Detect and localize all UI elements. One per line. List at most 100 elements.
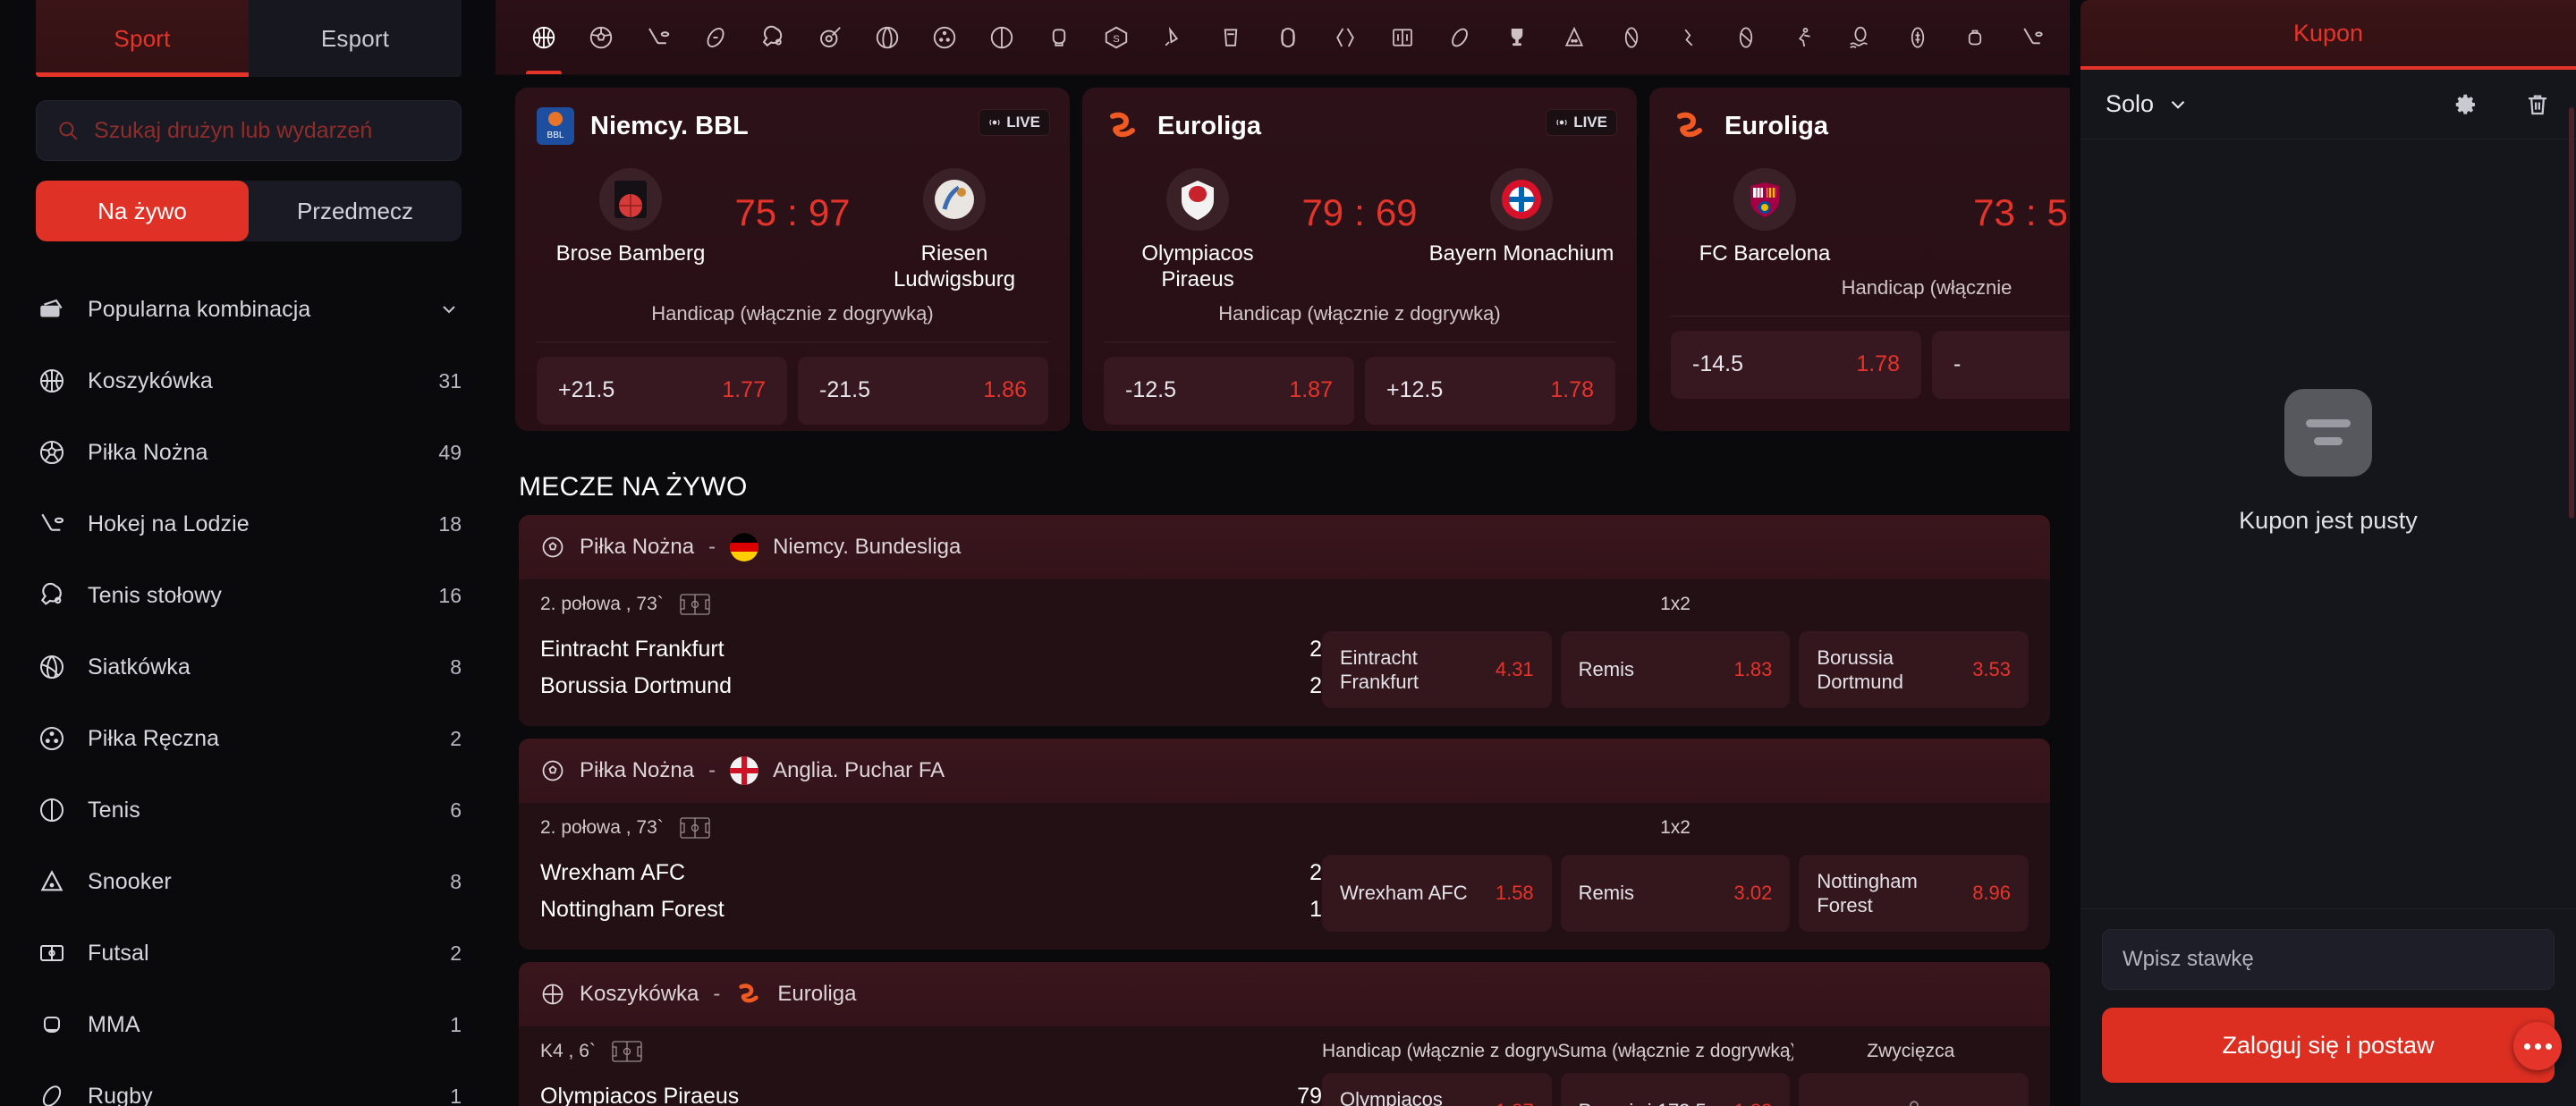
empty-slip-icon <box>2284 388 2372 477</box>
sportbar-tennis-icon[interactable] <box>973 0 1030 74</box>
sidebar-item-basketball[interactable]: Koszykówka 31 <box>36 345 462 417</box>
sportbar-futsal-icon[interactable] <box>1202 0 1259 74</box>
sportbar-cricket-icon[interactable] <box>1546 0 1603 74</box>
gear-icon[interactable] <box>2453 91 2479 118</box>
search-box[interactable] <box>36 100 462 161</box>
odd-value: 3.53 <box>1972 658 2012 680</box>
sportbar-darts-icon[interactable] <box>801 0 859 74</box>
sidebar-item-snooker-count: 8 <box>450 869 462 893</box>
sidebar-item-tennis[interactable]: Tenis 6 <box>36 774 462 846</box>
sportbar-boxing-icon[interactable] <box>1030 0 1088 74</box>
sidebar-nav: Popularna kombinacja Koszykówka 31 Piłka… <box>36 274 462 1106</box>
separator: - <box>708 758 716 782</box>
odd-button[interactable]: -21.5 1.86 <box>798 356 1048 425</box>
tab-esport[interactable]: Esport <box>249 0 462 77</box>
odd-button[interactable]: Wrexham AFC 1.58 <box>1322 855 1552 932</box>
match-league-label: Niemcy. Bundesliga <box>773 535 962 559</box>
sportbar-football-icon[interactable] <box>687 0 744 74</box>
odd-button[interactable]: Olympiacos Piraeus (-12.5) 1.87 <box>1322 1073 1552 1106</box>
sportbar-rugby-icon[interactable] <box>1431 0 1488 74</box>
sidebar-item-mma[interactable]: MMA 1 <box>36 989 462 1060</box>
odd-button-locked <box>1799 1073 2029 1106</box>
sportbar-snooker-icon[interactable]: S <box>1088 0 1145 74</box>
odd-button[interactable]: -12.5 1.87 <box>1104 356 1354 425</box>
sportbar-basketball-icon[interactable] <box>515 0 572 74</box>
sidebar-item-snooker[interactable]: Snooker 8 <box>36 846 462 917</box>
sidebar-item-mma-label: MMA <box>88 1011 140 1037</box>
match-markets: Handicap (włącznie z dogrywką) Suma (włą… <box>1322 1041 2029 1106</box>
sportbar-swimming-icon[interactable] <box>1832 0 1889 74</box>
stake-field[interactable] <box>2102 929 2555 990</box>
pitch-icon[interactable] <box>680 594 710 615</box>
sidebar-item-popular[interactable]: Popularna kombinacja <box>36 274 462 345</box>
odd-button[interactable]: Remis 1.83 <box>1560 631 1791 708</box>
sportbar-field-hockey-icon[interactable] <box>2004 0 2061 74</box>
match-header[interactable]: Piłka Nożna - Anglia. Puchar FA <box>519 739 2050 803</box>
odd-key: Eintracht Frankfurt <box>1340 646 1419 694</box>
live-card[interactable]: Euroliga FC Barcelona 73 : 5 Handicap (w… <box>1649 88 2070 431</box>
chevron-down-icon[interactable] <box>2166 93 2190 116</box>
odd-button[interactable]: Borussia Dortmund 3.53 <box>1799 631 2029 708</box>
sidebar-item-rugby[interactable]: Rugby 1 <box>36 1060 462 1106</box>
odd-button[interactable]: Powyżej 173.5 1.83 <box>1560 1073 1791 1106</box>
away-score: 2 <box>1309 672 1322 698</box>
match-status: K4 , 6` <box>540 1041 1322 1062</box>
sportbar-athletics-icon[interactable] <box>1775 0 1832 74</box>
chevron-down-icon[interactable] <box>436 297 462 322</box>
sidebar-item-futsal[interactable]: Futsal 2 <box>36 917 462 989</box>
odd-button[interactable]: +21.5 1.77 <box>537 356 787 425</box>
match-header[interactable]: Koszykówka - Euroliga <box>519 962 2050 1026</box>
sportbar-volleyball-icon[interactable] <box>859 0 916 74</box>
sportbar-mma-icon[interactable] <box>1317 0 1374 74</box>
segment-live[interactable]: Na żywo <box>36 181 249 241</box>
sidebar-item-rugby-label: Rugby <box>88 1083 153 1106</box>
sidebar-item-hockey[interactable]: Hokej na Lodzie 18 <box>36 488 462 560</box>
sportbar-hockey-icon[interactable] <box>630 0 687 74</box>
login-and-bet-button[interactable]: Zaloguj się i postaw <box>2102 1008 2562 1083</box>
sportbar-cycling-icon[interactable] <box>1660 0 1717 74</box>
page-scrollbar[interactable] <box>2569 107 2574 519</box>
live-card[interactable]: BBL Niemcy. BBL LIVE Brose Bamberg 75 : <box>515 88 1070 431</box>
sidebar-item-football[interactable]: Piłka Nożna 49 <box>36 417 462 488</box>
odd-button[interactable]: +12.5 1.78 <box>1365 356 1615 425</box>
odd-key: -21.5 <box>819 377 870 403</box>
riesen-ludwigsburg-badge <box>923 168 986 231</box>
sportbar-american-football-icon[interactable] <box>1889 0 1946 74</box>
odd-button[interactable]: Remis 3.02 <box>1560 855 1791 932</box>
sportbar-soccer-icon[interactable] <box>572 0 630 74</box>
sportbar-baseball-icon[interactable] <box>1259 0 1317 74</box>
sportbar-handball-icon[interactable] <box>916 0 973 74</box>
sportbar-court-icon[interactable] <box>1374 0 1431 74</box>
stake-input[interactable] <box>2123 947 2534 972</box>
chat-icon[interactable] <box>2513 1022 2562 1070</box>
sportbar-trophy-icon[interactable] <box>1488 0 1546 74</box>
sidebar-item-table-tennis[interactable]: Tenis stołowy 16 <box>36 560 462 631</box>
live-card[interactable]: Euroliga LIVE Olympiacos Piraeus 79 : 69 <box>1082 88 1637 431</box>
score-separator: : <box>1354 191 1365 233</box>
odd-button[interactable]: - <box>1932 330 2070 399</box>
live-card-body: Brose Bamberg 75 : 97 Riesen Ludwigsburg <box>537 168 1048 293</box>
sportbar-waterpolo-icon[interactable] <box>1603 0 1660 74</box>
sportbar-table-tennis-icon[interactable] <box>744 0 801 74</box>
away-team-name: Borussia Dortmund <box>540 672 732 698</box>
trash-icon[interactable] <box>2524 91 2551 118</box>
odd-button[interactable]: -14.5 1.78 <box>1671 330 1921 399</box>
odd-button[interactable]: Eintracht Frankfurt 4.31 <box>1322 631 1552 708</box>
segment-prematch[interactable]: Przedmecz <box>249 181 462 241</box>
away-team-name: Bayern Monachium <box>1428 241 1614 266</box>
match-header[interactable]: Piłka Nożna - Niemcy. Bundesliga <box>519 515 2050 579</box>
sidebar-item-volleyball[interactable]: Siatkówka 8 <box>36 631 462 703</box>
pitch-icon[interactable] <box>680 817 710 839</box>
live-card-market: Handicap (włącznie <box>1841 275 2012 299</box>
pitch-icon[interactable] <box>612 1041 642 1062</box>
search-input[interactable] <box>94 117 441 144</box>
tab-sport[interactable]: Sport <box>36 0 249 77</box>
sportbar-badminton-icon[interactable] <box>1145 0 1202 74</box>
score-away: 5 <box>2046 191 2068 233</box>
brose-bamberg-badge <box>599 168 662 231</box>
odd-button[interactable]: Nottingham Forest 8.96 <box>1799 855 2029 932</box>
live-card-market: Handicap (włącznie z dogrywką) <box>1218 301 1501 325</box>
sportbar-beach-volley-icon[interactable] <box>1717 0 1775 74</box>
sidebar-item-handball[interactable]: Piłka Ręczna 2 <box>36 703 462 774</box>
sportbar-curling-icon[interactable] <box>1946 0 2004 74</box>
